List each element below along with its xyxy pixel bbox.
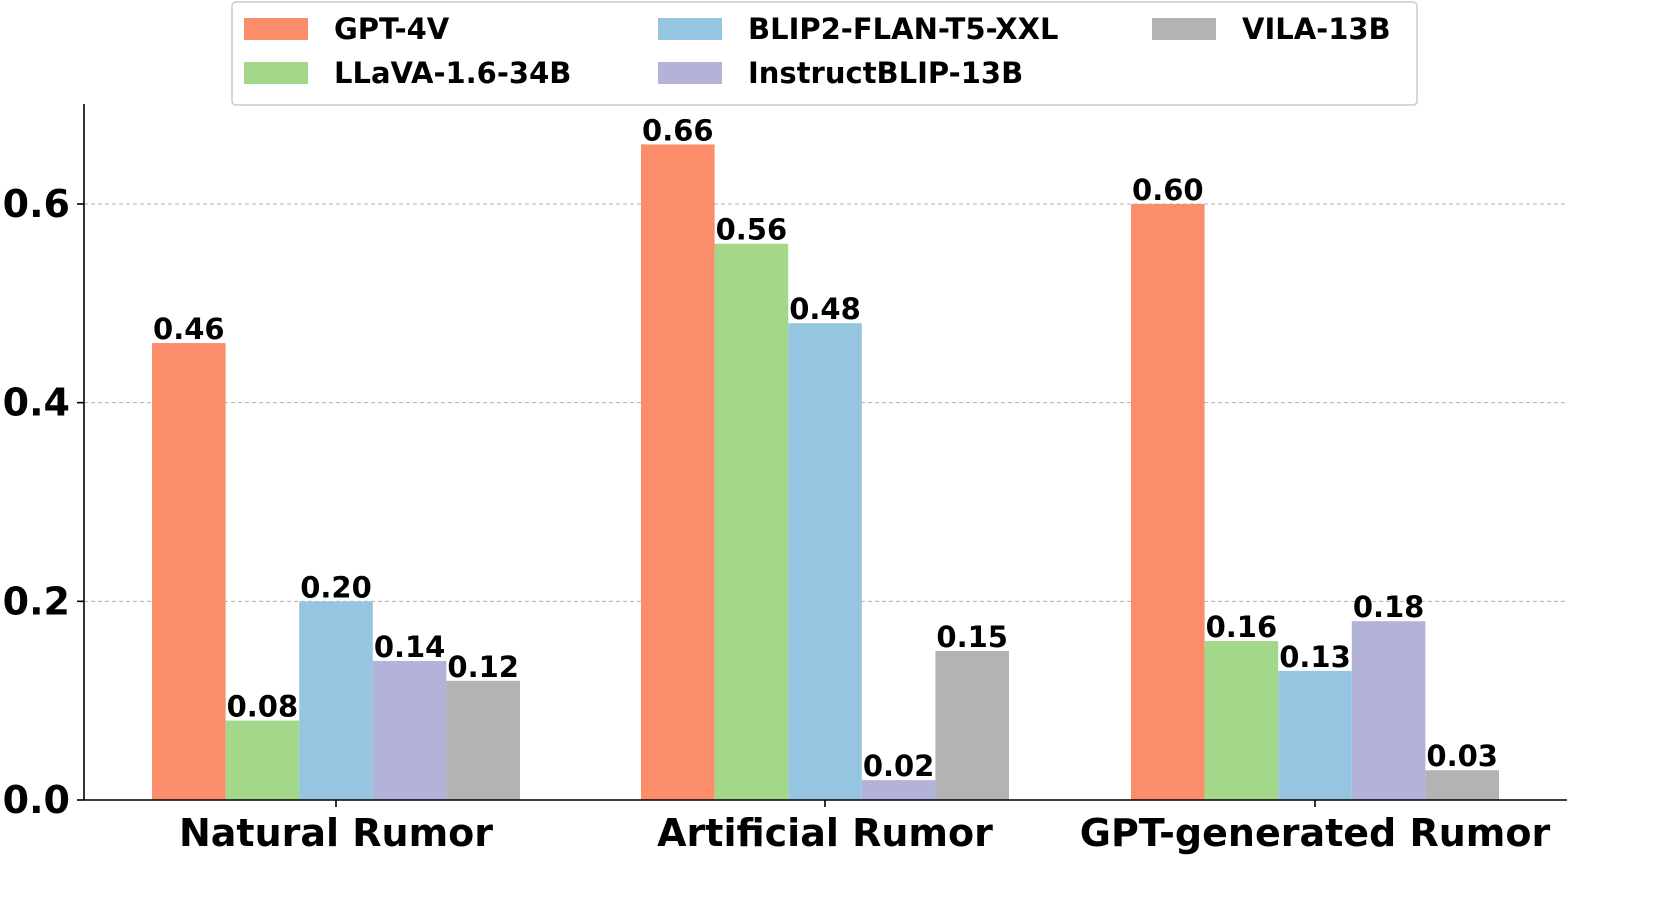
data-label: 0.66 (642, 113, 714, 147)
y-tick-label: 0.6 (3, 182, 70, 226)
data-label: 0.56 (716, 213, 788, 247)
data-label: 0.02 (863, 749, 935, 783)
legend-label: LLaVA-1.6-34B (334, 56, 571, 90)
bar (225, 720, 300, 800)
data-label: 0.13 (1279, 640, 1351, 674)
bar (446, 680, 520, 800)
legend-label: GPT-4V (334, 12, 450, 46)
bar (935, 651, 1009, 800)
legend-swatch (244, 18, 308, 40)
data-label: 0.03 (1426, 739, 1498, 773)
data-label: 0.16 (1206, 610, 1278, 644)
legend-swatch (1152, 18, 1216, 40)
legend-label: VILA-13B (1242, 12, 1391, 46)
bar (299, 601, 373, 800)
bar (1131, 204, 1205, 800)
y-tick-label: 0.2 (3, 579, 70, 623)
data-label: 0.18 (1353, 590, 1425, 624)
data-label: 0.15 (936, 620, 1008, 654)
bars (152, 144, 1499, 800)
bar (1204, 641, 1279, 800)
category-label: Natural Rumor (179, 811, 493, 855)
category-label: Artificial Rumor (657, 811, 993, 855)
data-label: 0.12 (447, 650, 519, 684)
legend-box (231, 1, 1418, 106)
legend-label: BLIP2-FLAN-T5-XXL (748, 12, 1058, 46)
y-tick-label: 0.4 (3, 381, 70, 425)
bar (152, 343, 226, 800)
data-labels: 0.46 0.08 0.200.140.12 0.66 0.56 0.48 0.02 0.15… (153, 113, 1498, 783)
legend-swatch (244, 62, 308, 84)
legend: GPT-4V LLaVA-1.6-34B BLIP2-FLAN-T5-XXL Inst… (231, 1, 1418, 106)
bar (788, 323, 862, 800)
data-label: 0.08 (227, 690, 299, 724)
bar (641, 144, 715, 800)
bar (861, 780, 936, 800)
bar (1351, 621, 1426, 800)
category-label: GPT-generated Rumor (1080, 811, 1551, 855)
legend-swatch (658, 18, 722, 40)
bar (372, 660, 447, 800)
bar (1278, 670, 1352, 800)
data-label: 0.48 (789, 292, 861, 326)
data-label: 0.14 (374, 630, 446, 664)
axes: 0.0 0.2 0.4 0.6 Natural Rumor Artificial Rumo… (3, 104, 1567, 855)
data-label: 0.46 (153, 312, 225, 346)
data-label: 0.60 (1132, 173, 1204, 207)
y-tick-label: 0.0 (3, 778, 70, 822)
bar (1425, 770, 1499, 800)
data-label: 0.20 (300, 570, 372, 604)
legend-swatch (658, 62, 722, 84)
legend-label: InstructBLIP-13B (748, 56, 1023, 90)
bar (714, 243, 789, 800)
